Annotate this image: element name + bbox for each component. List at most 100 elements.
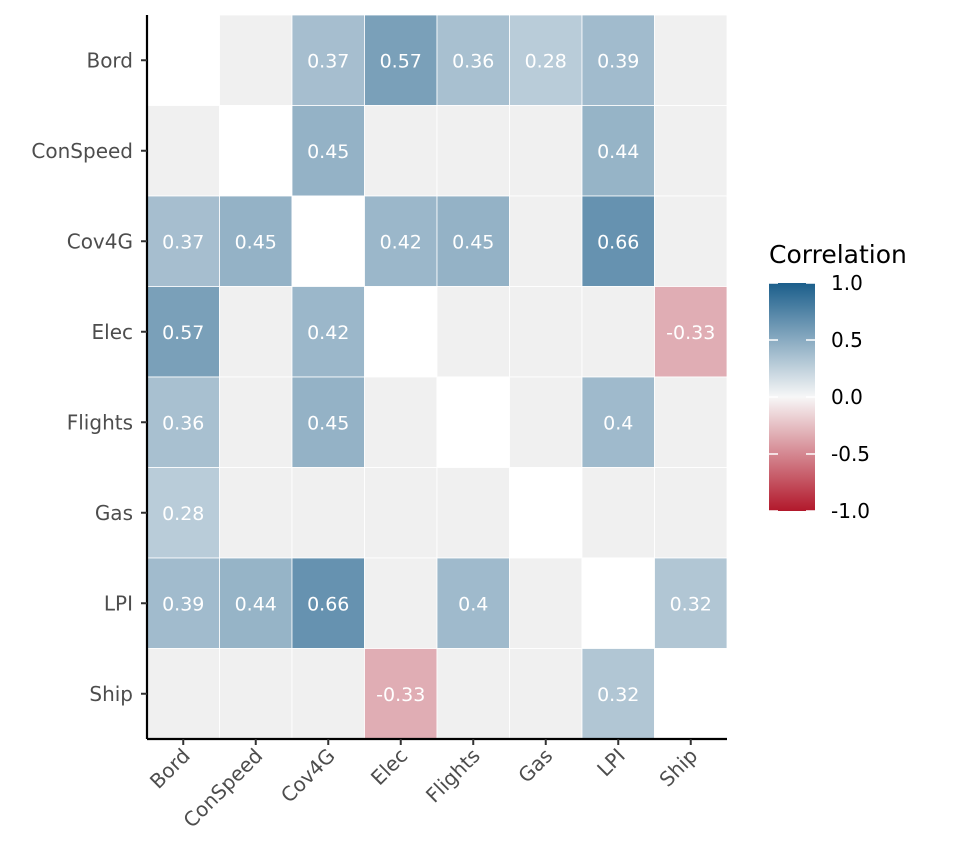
heatmap-cell-flights-cov4g	[291, 376, 365, 468]
x-tick-label: Elec	[366, 744, 412, 790]
y-tick-label: Gas	[95, 501, 133, 525]
cell-value-label: 0.45	[452, 231, 494, 253]
cell-value-label: 0.44	[597, 141, 639, 163]
legend-tick-label: 1.0	[831, 271, 863, 295]
cell-value-label: 0.37	[307, 50, 349, 72]
heatmap-cell-conspeed-elec	[364, 105, 438, 197]
heatmap-cell-lpi-gas	[509, 557, 583, 649]
heatmap-cell-lpi-flights	[436, 557, 510, 649]
color-legend: Correlation 1.0 0.5 0.0 -0.5 -1.0	[769, 240, 907, 523]
heatmap-cell-bord-lpi	[581, 14, 655, 106]
heatmap-cell-flights-gas	[509, 376, 583, 468]
heatmap-cell-bord-conspeed	[219, 14, 293, 106]
heatmap-cell-conspeed-bord	[146, 105, 220, 197]
heatmap-cell-elec-gas	[509, 286, 583, 378]
x-tick-label: Cov4G	[276, 744, 340, 808]
heatmap-cell-ship-bord	[146, 648, 220, 740]
heatmap-cell-flights-conspeed	[219, 376, 293, 468]
heatmap-cell-cov4g-ship	[654, 195, 728, 287]
y-tick-label: Ship	[89, 682, 133, 706]
cell-value-label: 0.4	[603, 412, 633, 434]
heatmap-cell-bord-cov4g	[291, 14, 365, 106]
heatmap-cell-flights-ship	[654, 376, 728, 468]
heatmap-cell-ship-elec	[364, 648, 438, 740]
heatmap-cell-lpi-ship	[654, 557, 728, 649]
x-tick-label: Bord	[145, 744, 195, 794]
legend-tick-label: 0.0	[831, 385, 863, 409]
heatmap-cell-bord-elec	[364, 14, 438, 106]
heatmap-cell-conspeed-flights	[436, 105, 510, 197]
heatmap-cell-lpi-conspeed	[219, 557, 293, 649]
heatmap-cell-lpi-lpi	[581, 557, 655, 649]
heatmap-cell-gas-cov4g	[291, 467, 365, 559]
heatmap-cells	[146, 14, 728, 740]
cell-value-label: 0.36	[452, 50, 494, 72]
y-tick-label: Bord	[86, 48, 133, 72]
x-tick-label: ConSpeed	[178, 744, 267, 833]
heatmap-cell-flights-lpi	[581, 376, 655, 468]
cell-value-label: 0.39	[597, 50, 639, 72]
cell-value-label: 0.45	[235, 231, 277, 253]
legend-title: Correlation	[769, 240, 907, 269]
heatmap-cell-bord-flights	[436, 14, 510, 106]
cell-value-label: 0.36	[162, 412, 204, 434]
heatmap-cell-cov4g-lpi	[581, 195, 655, 287]
cell-value-label: 0.45	[307, 141, 349, 163]
heatmap-cell-flights-flights	[436, 376, 510, 468]
heatmap-cell-gas-gas	[509, 467, 583, 559]
heatmap-cell-gas-lpi	[581, 467, 655, 559]
heatmap-cell-elec-cov4g	[291, 286, 365, 378]
y-tick-label: Elec	[92, 320, 134, 344]
heatmap-cell-elec-lpi	[581, 286, 655, 378]
heatmap-cell-conspeed-ship	[654, 105, 728, 197]
heatmap-cell-cov4g-cov4g	[291, 195, 365, 287]
heatmap-cell-elec-flights	[436, 286, 510, 378]
heatmap-cell-flights-elec	[364, 376, 438, 468]
cell-value-label: 0.28	[162, 503, 204, 525]
heatmap-cell-elec-elec	[364, 286, 438, 378]
legend-tick-label: -0.5	[831, 442, 870, 466]
heatmap-cell-bord-bord	[146, 14, 220, 106]
heatmap-cell-conspeed-cov4g	[291, 105, 365, 197]
cell-value-label: 0.32	[597, 684, 639, 706]
y-tick-label: Cov4G	[67, 229, 133, 253]
heatmap-cell-conspeed-gas	[509, 105, 583, 197]
cell-value-label: 0.32	[670, 593, 712, 615]
cell-value-label: 0.4	[458, 593, 488, 615]
cell-value-label: 0.57	[162, 322, 204, 344]
cell-value-label: 0.66	[597, 231, 639, 253]
cell-value-label: 0.28	[525, 50, 567, 72]
y-tick-label: Flights	[67, 410, 133, 434]
heatmap-cell-cov4g-gas	[509, 195, 583, 287]
cell-value-label: 0.42	[307, 322, 349, 344]
heatmap-cell-cov4g-elec	[364, 195, 438, 287]
heatmap-cell-gas-ship	[654, 467, 728, 559]
heatmap-cell-conspeed-conspeed	[219, 105, 293, 197]
heatmap-cell-elec-ship	[654, 286, 728, 378]
y-tick-label: LPI	[104, 591, 133, 615]
legend-tick-label: 0.5	[831, 328, 863, 352]
heatmap-cell-gas-conspeed	[219, 467, 293, 559]
heatmap-cell-lpi-cov4g	[291, 557, 365, 649]
heatmap-cell-lpi-bord	[146, 557, 220, 649]
heatmap-cell-bord-ship	[654, 14, 728, 106]
heatmap-cell-ship-gas	[509, 648, 583, 740]
x-tick-label: Flights	[421, 744, 485, 808]
heatmap-cell-labels: 0.37 0.57 0.36 0.28 0.39 0.45 0.44 0.37 0.45 0.42…	[162, 50, 715, 706]
cell-value-label: -0.33	[666, 322, 715, 344]
cell-value-label: 0.57	[380, 50, 422, 72]
heatmap-cell-gas-elec	[364, 467, 438, 559]
cell-value-label: 0.66	[307, 593, 349, 615]
heatmap-cell-lpi-elec	[364, 557, 438, 649]
cell-value-label: 0.39	[162, 593, 204, 615]
cell-value-label: 0.42	[380, 231, 422, 253]
legend-tick-label: -1.0	[831, 499, 870, 523]
heatmap-cell-gas-bord	[146, 467, 220, 559]
cell-value-label: 0.45	[307, 412, 349, 434]
cell-value-label: 0.44	[235, 593, 277, 615]
y-tick-label: ConSpeed	[31, 139, 133, 163]
heatmap-cell-elec-bord	[146, 286, 220, 378]
heatmap-cell-ship-flights	[436, 648, 510, 740]
x-tick-label: Gas	[513, 744, 557, 788]
